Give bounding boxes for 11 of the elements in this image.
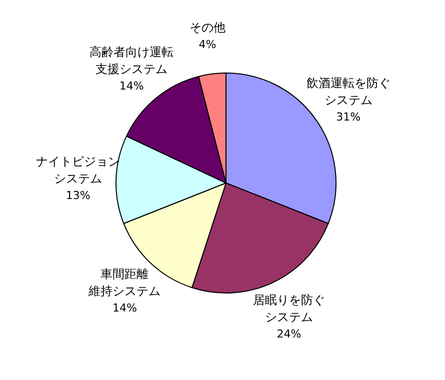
slice-label: 車間距離維持システム [88,266,161,298]
data-label: 24% [276,327,302,340]
data-label: 14% [119,79,144,92]
slice-label: その他 [189,20,226,35]
data-label: 14% [112,301,137,314]
data-label: 4% [198,38,216,52]
slice-label: 高齢者向け運転支援システム [90,44,174,76]
data-label: 13% [66,188,90,202]
slice-label: 飲酒運転を防ぐシステム [306,76,390,107]
data-label: 31% [336,110,361,124]
slice-label: 居眠りを防ぐシステム [253,292,326,324]
